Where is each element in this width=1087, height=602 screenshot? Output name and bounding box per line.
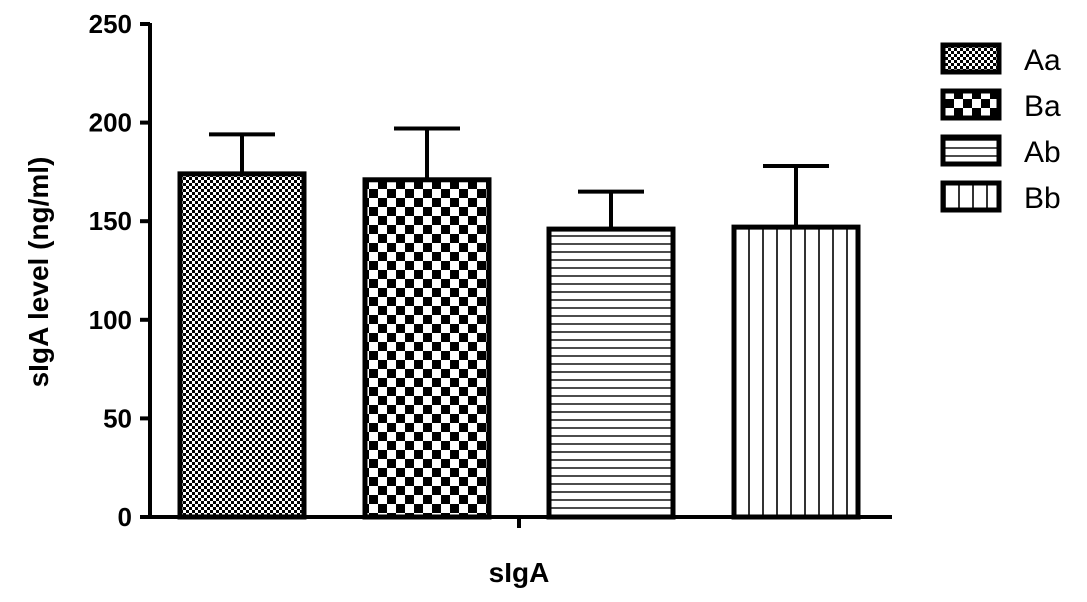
y-axis: 0 50 100 150 200 250	[89, 9, 152, 532]
legend-label-aa: Aa	[1024, 44, 1061, 77]
bar-ba	[362, 177, 492, 520]
legend-label-ab: Ab	[1024, 136, 1061, 169]
y-tick-label: 0	[118, 502, 132, 532]
bar-aa	[177, 171, 307, 520]
y-tick-label: 100	[89, 305, 132, 335]
legend: Aa Ba Ab Bb	[940, 42, 1061, 215]
bars	[177, 126, 861, 520]
y-axis-title: sIgA level (ng/ml)	[23, 157, 54, 388]
legend-swatch-ba	[940, 88, 1002, 121]
y-tick-label: 50	[103, 403, 132, 433]
legend-swatch-bb	[940, 180, 1002, 213]
y-tick-label: 150	[89, 206, 132, 236]
legend-swatch-aa	[940, 42, 1002, 75]
y-tick-label: 250	[89, 9, 132, 39]
x-axis-title: sIgA	[489, 557, 550, 588]
legend-label-ba: Ba	[1024, 90, 1061, 123]
legend-label-bb: Bb	[1024, 182, 1061, 215]
bar-ab	[546, 226, 676, 520]
y-tick-label: 200	[89, 108, 132, 138]
bar-bb	[731, 224, 861, 520]
legend-swatch-ab	[940, 134, 1002, 167]
